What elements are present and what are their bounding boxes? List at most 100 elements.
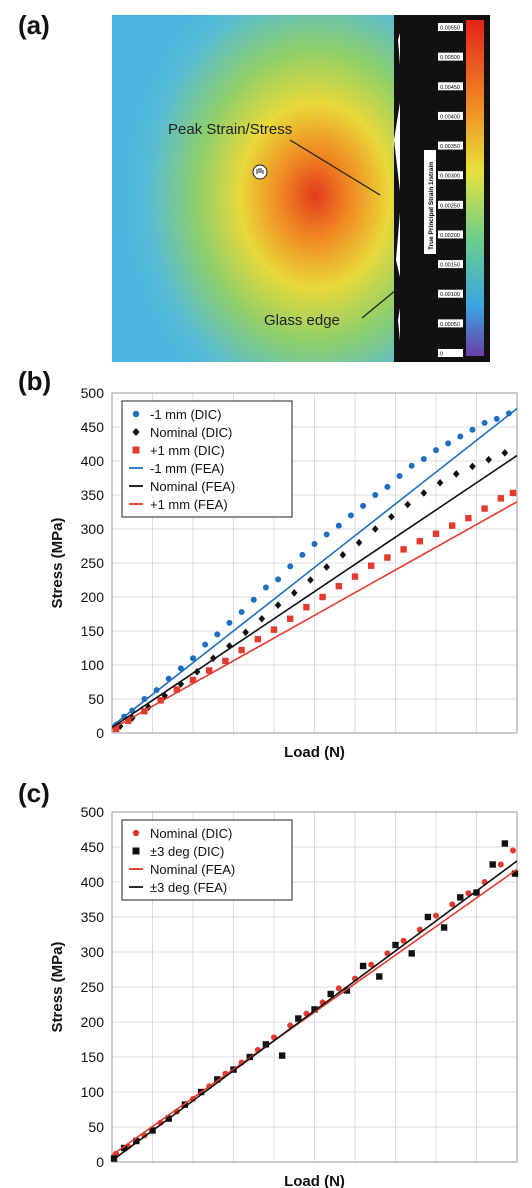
y-axis-label: Stress (MPa) <box>49 518 66 609</box>
legend-marker <box>132 847 140 855</box>
data-point <box>226 619 233 626</box>
data-point <box>238 608 245 615</box>
peak-annotation: Peak Strain/Stress <box>168 121 292 138</box>
data-point <box>327 990 334 998</box>
data-point <box>347 512 354 519</box>
y-tick-label: 150 <box>81 623 105 639</box>
colorbar-tick-label: 0.00450 <box>440 85 460 91</box>
data-point <box>465 890 472 897</box>
y-tick-label: 300 <box>81 944 105 960</box>
data-point <box>404 500 411 509</box>
colorbar-tick-label: 0.00250 <box>440 203 460 209</box>
data-point <box>452 470 460 478</box>
y-tick-label: 250 <box>81 979 105 995</box>
data-point <box>473 889 480 896</box>
data-point <box>181 1101 189 1108</box>
data-point <box>368 562 375 569</box>
colorbar-tick-bg <box>438 52 463 61</box>
data-point <box>173 686 180 693</box>
data-point <box>469 462 476 471</box>
data-point <box>497 495 504 502</box>
colorbar-tick-bg <box>438 289 463 298</box>
y-tick-label: 500 <box>81 385 105 401</box>
data-point <box>275 576 282 583</box>
colorbar <box>466 20 484 356</box>
data-point <box>287 563 294 570</box>
data-point <box>351 573 359 580</box>
colorbar-tick-label: 0 <box>440 352 443 358</box>
data-point <box>355 538 363 547</box>
y-tick-label: 400 <box>81 453 105 469</box>
y-tick-label: 350 <box>81 909 105 925</box>
data-point <box>189 676 197 684</box>
colorbar-tick-bg <box>438 230 463 239</box>
data-point <box>311 540 318 547</box>
glass-edge-shape <box>394 15 405 362</box>
data-point <box>112 725 120 733</box>
legend-marker <box>132 829 140 837</box>
data-point <box>290 589 298 597</box>
data-point <box>206 667 213 674</box>
data-point <box>319 593 326 601</box>
data-point <box>416 538 423 545</box>
y-tick-label: 200 <box>81 589 105 605</box>
fea-line <box>111 868 518 1156</box>
chart-c: 0 50 100 150 200 250 300 350 400 450 500 Nominal (D… <box>49 804 519 1188</box>
data-point <box>509 847 516 854</box>
y-tick-label: 50 <box>88 691 104 707</box>
edge-pointer-line <box>361 289 397 319</box>
legend-marker <box>132 446 140 454</box>
panel-label-c: (c) <box>18 778 50 808</box>
colorbar-tick-bg <box>438 319 463 328</box>
data-point <box>120 1144 128 1152</box>
panel-label-a: (a) <box>18 10 50 40</box>
legend-box <box>121 819 293 901</box>
data-point <box>449 901 456 908</box>
data-point <box>505 410 512 417</box>
data-point <box>157 697 164 704</box>
data-point <box>465 514 472 522</box>
data-point <box>295 1015 302 1022</box>
data-point <box>400 937 407 944</box>
data-point <box>242 628 249 637</box>
x-axis-label: Load (N) <box>284 1173 345 1188</box>
y-tick-label: 0 <box>96 1154 104 1170</box>
data-point <box>469 426 476 433</box>
data-point <box>511 870 519 877</box>
fea-line <box>111 501 518 730</box>
data-point <box>360 502 367 509</box>
data-point <box>335 582 342 590</box>
peak-pointer-line <box>289 139 381 196</box>
legend-label: Nominal (FEA) <box>150 862 235 877</box>
y-tick-label: 50 <box>88 1119 104 1135</box>
chart-b: 0 50 100 150 200 250 300 350 400 450 500 -1 mm (DIC… <box>49 385 518 761</box>
colorbar-tick-label: 0.00200 <box>440 233 460 239</box>
data-point <box>343 987 351 994</box>
data-point <box>133 1137 140 1145</box>
x-axis-label: Load (N) <box>284 744 345 761</box>
data-point <box>457 433 464 440</box>
y-tick-label: 100 <box>81 657 105 673</box>
data-point <box>335 522 342 529</box>
legend-label: Nominal (DIC) <box>150 425 232 440</box>
legend-label: -1 mm (FEA) <box>150 461 224 476</box>
y-tick-label: 350 <box>81 487 105 503</box>
data-point <box>222 657 229 665</box>
data-point <box>274 601 282 609</box>
data-point <box>262 1041 270 1048</box>
y-tick-label: 150 <box>81 1049 105 1065</box>
data-point <box>299 551 306 558</box>
legend-marker <box>132 428 140 436</box>
y-tick-label: 200 <box>81 1014 105 1030</box>
data-point <box>433 912 439 919</box>
y-tick-label: 400 <box>81 874 105 890</box>
legend-label: ±3 deg (FEA) <box>150 880 227 895</box>
data-point <box>214 631 221 638</box>
fea-line <box>111 408 518 727</box>
data-point <box>509 489 517 497</box>
data-point <box>303 604 310 611</box>
data-point <box>287 615 294 622</box>
data-point <box>396 472 403 479</box>
colorbar-tick-bg <box>438 260 463 269</box>
